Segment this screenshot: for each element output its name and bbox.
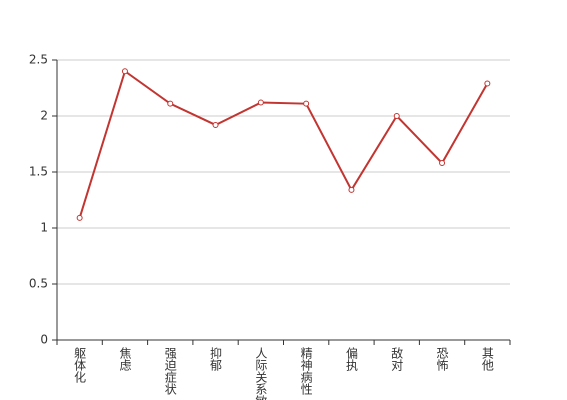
x-tick-label: 其他 — [480, 347, 494, 371]
y-tick-label: 2.5 — [29, 53, 48, 67]
y-tick-label: 2 — [40, 109, 48, 123]
x-tick-label: 敌对 — [390, 346, 404, 371]
x-tick-label: 抑郁 — [209, 346, 223, 372]
point — [303, 100, 310, 107]
y-tick-label: 1.5 — [29, 165, 48, 179]
point — [167, 100, 174, 107]
point — [393, 113, 400, 119]
line — [78, 69, 489, 219]
y-tick-label: 0.5 — [29, 277, 48, 291]
point — [439, 160, 446, 167]
x-tick-label: 强迫症状 — [163, 347, 177, 395]
point — [76, 214, 83, 221]
point — [121, 68, 128, 75]
x-tick-label: 偏执 — [344, 346, 358, 372]
point — [212, 121, 219, 128]
x-tick-label: 精神病性 — [299, 347, 313, 396]
point — [484, 80, 491, 87]
x-tick-label: 焦虑 — [118, 347, 132, 371]
x-tick-label: 恐怖 — [435, 347, 449, 371]
y-tick-label: 1 — [40, 221, 48, 235]
point — [257, 99, 264, 106]
y-tick-label: 0 — [40, 333, 48, 347]
x-tick-label: 人际关系敏感 — [254, 347, 268, 400]
point — [348, 186, 355, 193]
x-tick-label: 躯体化 — [73, 346, 87, 384]
